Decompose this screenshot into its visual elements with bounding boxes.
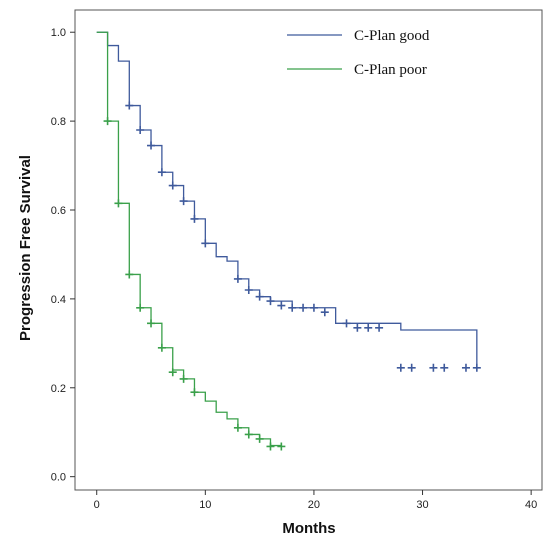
censor-mark-poor (114, 199, 123, 208)
censor-mark-good (342, 319, 351, 328)
y-tick-label: 0.4 (51, 294, 66, 306)
censor-mark-good (396, 363, 405, 372)
censor-mark-good (461, 363, 470, 372)
x-tick-label: 0 (94, 499, 100, 511)
censor-mark-poor (103, 117, 112, 126)
plot-frame (74, 9, 543, 491)
x-axis-title: Months (282, 520, 335, 537)
y-tick-label: 0.2 (51, 383, 66, 395)
censor-mark-good (407, 363, 416, 372)
censor-mark-poor (168, 368, 177, 377)
x-tick-label: 30 (416, 499, 428, 511)
series-good (96, 31, 481, 372)
censor-mark-good (244, 286, 253, 294)
censor-mark-good (136, 126, 145, 134)
censor-mark-poor (147, 319, 156, 328)
censor-mark-good (320, 308, 329, 317)
censor-mark-good (429, 363, 438, 372)
censor-mark-good (255, 292, 264, 301)
ticks: 0 10 20 30 40 0.0 0.2 0.4 0.6 0.8 1.0 (51, 27, 538, 511)
censor-mark-poor (255, 434, 264, 443)
axes (74, 9, 543, 491)
censor-mark-good (440, 363, 449, 372)
censor-mark-poor (157, 343, 166, 352)
legend-label-poor: C-Plan poor (354, 62, 427, 78)
censor-mark-good (147, 141, 156, 150)
legend: C-Plan good C-Plan poor (287, 28, 430, 78)
y-axis-title: Progression Free Survival (17, 155, 34, 341)
censor-mark-good (233, 274, 242, 283)
censor-mark-poor (244, 430, 253, 439)
censor-mark-good (309, 303, 318, 312)
censor-mark-poor (266, 442, 275, 451)
censor-mark-good (288, 303, 297, 312)
censor-mark-good (201, 239, 210, 248)
censor-mark-poor (179, 374, 188, 383)
censor-mark-poor (277, 442, 286, 451)
series-poor (96, 31, 286, 451)
censor-mark-good (157, 168, 166, 177)
censor-mark-poor (233, 423, 242, 432)
censor-mark-good (168, 181, 177, 190)
censor-mark-good (179, 197, 188, 206)
censor-mark-good (472, 363, 481, 372)
series-line-good (96, 31, 478, 368)
y-tick-label: 0.8 (51, 116, 66, 128)
x-tick-label: 20 (308, 499, 320, 511)
x-tick-label: 10 (199, 499, 211, 511)
censor-mark-good (375, 323, 384, 332)
censor-mark-poor (190, 388, 199, 397)
censor-mark-good (299, 303, 308, 312)
y-tick-label: 1.0 (51, 27, 66, 39)
censor-mark-good (125, 101, 134, 110)
censor-mark-good (277, 301, 286, 310)
censor-mark-poor (136, 303, 145, 312)
x-tick-label: 40 (525, 499, 537, 511)
censor-mark-good (353, 323, 362, 332)
legend-label-good: C-Plan good (354, 28, 430, 44)
series-line-poor (96, 31, 282, 447)
censor-mark-poor (125, 270, 134, 279)
y-tick-label: 0.0 (51, 472, 66, 484)
censor-mark-good (266, 297, 275, 306)
y-tick-label: 0.6 (51, 205, 66, 217)
censor-mark-good (190, 214, 199, 223)
series-layer (96, 31, 481, 451)
censor-mark-good (364, 323, 373, 332)
